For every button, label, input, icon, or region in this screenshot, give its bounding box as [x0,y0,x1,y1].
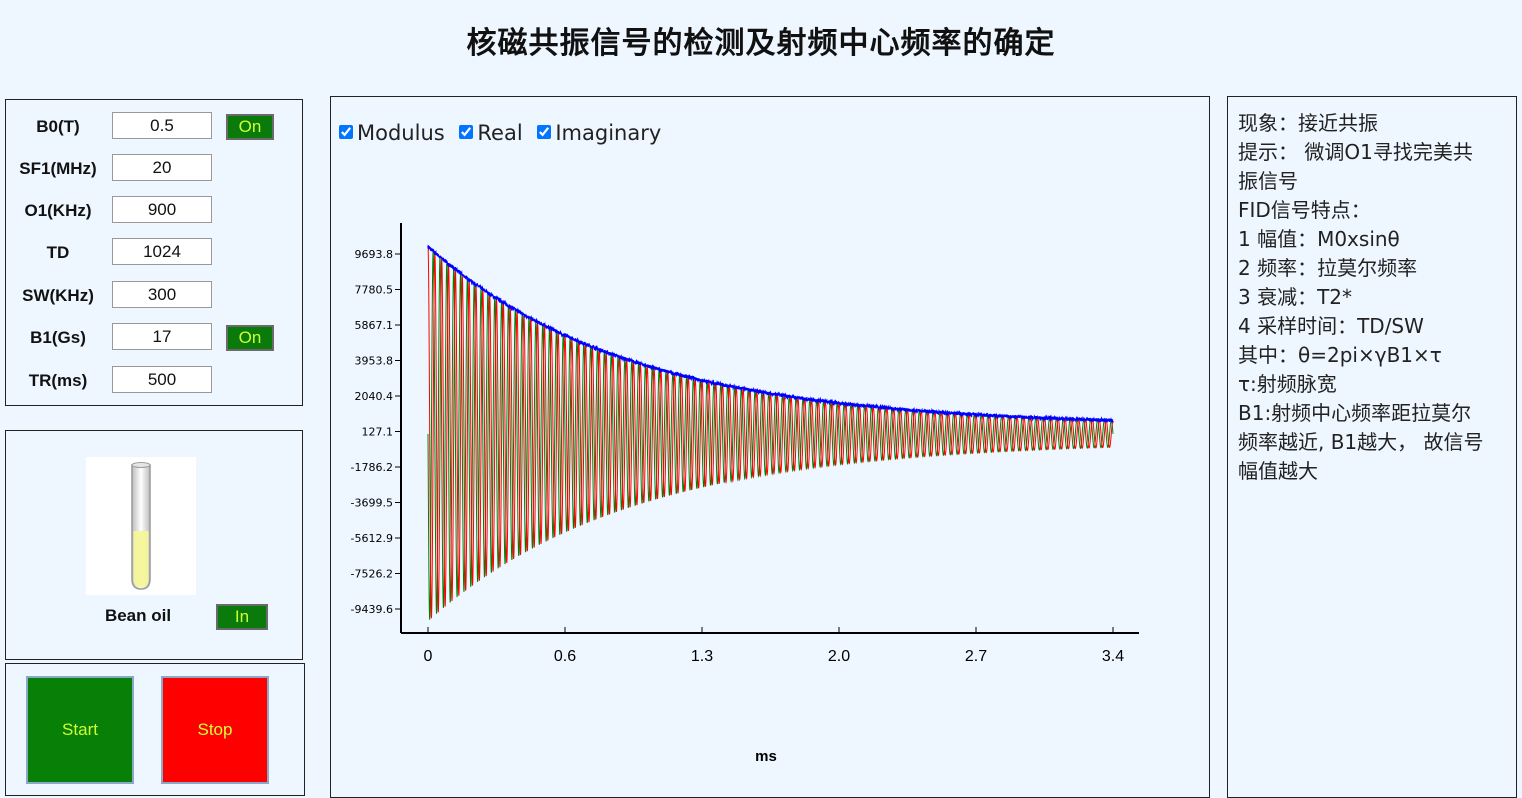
param-row-b1: B1(Gs) On [6,322,302,352]
page-title: 核磁共振信号的检测及射频中心频率的确定 [466,26,1056,61]
legend-real[interactable]: Real [459,121,523,145]
o1-input[interactable] [112,196,212,223]
start-button[interactable]: Start [26,676,134,784]
fid-chart: 9693.8 7780.5 5867.1 3953.8 2040.4 127.1 -1786… [351,223,1139,765]
b1-on-button[interactable]: On [226,325,274,351]
b1-input[interactable] [112,323,212,350]
sf1-input[interactable] [112,154,212,181]
y-tick-label: 7780.5 [355,284,394,297]
info-line: 现象：接近共振 [1238,111,1378,135]
modulus-series-line [427,245,1114,424]
x-tick-label: 2.7 [965,648,987,665]
sample-panel: Bean oil In [5,430,303,660]
x-tick-label: 1.3 [691,648,713,665]
x-tick-label: 2.0 [828,648,850,665]
tr-input[interactable] [112,366,212,393]
info-line: 1 幅值：M0xsinθ [1238,227,1400,251]
param-row-o1: O1(KHz) [6,195,302,225]
y-tick-label: -9439.6 [351,603,393,616]
x-tick-label: 3.4 [1102,648,1124,665]
y-tick-label: 3953.8 [355,355,394,368]
b0-on-button[interactable]: On [226,114,274,140]
y-tick-label: -1786.2 [351,461,393,474]
fid-chart-panel: 9693.8 7780.5 5867.1 3953.8 2040.4 127.1 -1786… [330,96,1210,798]
legend-real-label: Real [477,121,523,145]
sample-name: Bean oil [104,606,172,625]
series-legend: Modulus Real Imaginary [339,121,669,145]
test-tube-icon [131,462,151,590]
param-label-o1: O1(KHz) [24,201,92,220]
y-tick-label: 5867.1 [355,319,394,332]
info-line: 频率越近, B1越大， 故信号 [1238,430,1484,454]
parameter-panel: B0(T) On SF1(MHz) O1(KHz) TD SW(KHz) B1(… [5,99,303,406]
legend-modulus[interactable]: Modulus [339,121,445,145]
legend-imaginary[interactable]: Imaginary [537,121,661,145]
param-row-b0: B0(T) On [6,111,302,141]
info-line: 2 频率：拉莫尔频率 [1238,256,1418,280]
param-label-tr: TR(ms) [28,371,88,390]
param-row-sf1: SF1(MHz) [6,153,302,183]
sample-in-button[interactable]: In [216,604,268,630]
info-text: 现象：接近共振提示： 微调O1寻找完美共 振信号 FID信号特点： 1 幅值：M0xs… [1238,109,1508,486]
y-tick-label: -3699.5 [351,497,393,510]
control-panel: Start Stop [5,663,305,796]
info-panel: 现象：接近共振提示： 微调O1寻找完美共 振信号 FID信号特点： 1 幅值：M0xs… [1227,96,1517,798]
y-tick-label: 127.1 [362,426,394,439]
param-label-td: TD [46,243,70,262]
y-tick-label: -5612.9 [351,532,393,545]
legend-imaginary-label: Imaginary [555,121,662,145]
modulus-checkbox[interactable] [339,125,353,139]
info-line: 3 衰减：T2* [1238,285,1353,309]
b0-input[interactable] [112,112,212,139]
y-tick-label: -7526.2 [351,568,393,581]
info-line: 幅值越大 [1238,459,1318,483]
y-tick-label: 2040.4 [355,390,394,403]
td-input[interactable] [112,238,212,265]
y-tick-label: 9693.8 [355,248,394,261]
x-axis-label: ms [755,748,777,765]
x-tick-label: 0 [424,648,433,665]
x-tick-label: 0.6 [554,648,576,665]
imaginary-series-line [427,250,1114,620]
param-label-b1: B1(Gs) [30,328,86,347]
stop-button[interactable]: Stop [161,676,269,784]
info-line: B1:射频中心频率距拉莫尔 [1238,401,1472,425]
param-label-b0: B0(T) [36,117,80,136]
info-line: 其中：θ=2pi×γB1×τ [1238,343,1442,367]
sw-input[interactable] [112,281,212,308]
info-line: 振信号 [1238,169,1298,193]
real-checkbox[interactable] [459,125,474,139]
param-row-tr: TR(ms) [6,365,302,395]
info-line: 提示： 微调O1寻找完美共 [1238,140,1473,164]
legend-modulus-label: Modulus [357,121,445,145]
param-row-td: TD [6,237,302,267]
sample-tube-image [86,457,196,595]
imaginary-checkbox[interactable] [537,125,552,139]
info-line: FID信号特点： [1238,198,1371,222]
info-line: 4 采样时间：TD/SW [1238,314,1424,338]
param-row-sw: SW(KHz) [6,280,302,310]
info-line: τ:射频脉宽 [1238,372,1337,396]
param-label-sw: SW(KHz) [22,286,94,305]
param-label-sf1: SF1(MHz) [19,159,97,178]
